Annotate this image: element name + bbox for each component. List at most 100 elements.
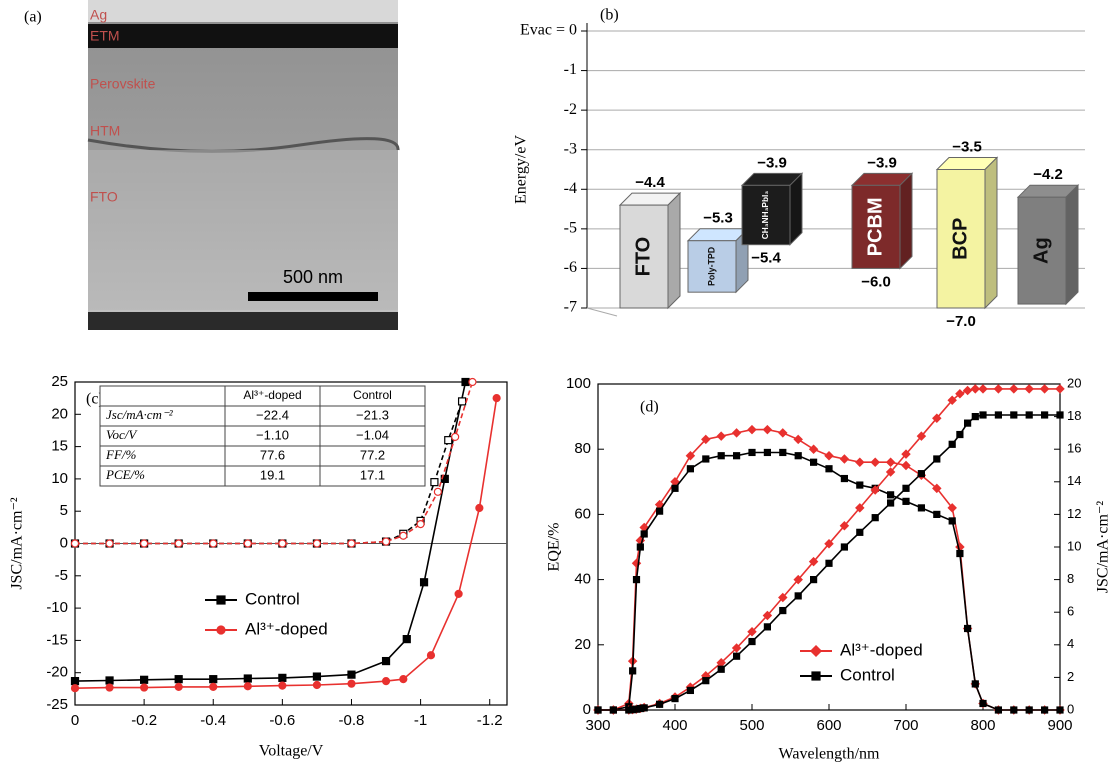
box-face — [790, 173, 802, 244]
box-label: Ag — [1030, 237, 1052, 264]
marker — [279, 682, 286, 689]
marker — [841, 455, 849, 463]
marker — [703, 678, 709, 684]
y-axis-label: Energy/eV — [513, 135, 530, 204]
marker — [764, 449, 770, 455]
marker — [1057, 707, 1063, 713]
y-tick-label: 25 — [51, 373, 68, 390]
marker — [795, 453, 801, 459]
y2-tick-label: 10 — [1067, 538, 1081, 553]
marker — [175, 683, 182, 690]
box-label: FTO — [632, 237, 654, 277]
box-face — [668, 193, 680, 308]
value-label: −3.5 — [952, 138, 982, 155]
layer-label: HTM — [90, 123, 120, 139]
y-tick-label: 20 — [51, 405, 68, 422]
marker — [995, 707, 1001, 713]
marker — [417, 521, 424, 528]
marker — [918, 505, 924, 511]
x-axis-label: Voltage/V — [259, 743, 324, 760]
box-face — [985, 158, 997, 309]
sem-layer — [88, 24, 398, 48]
marker — [72, 540, 79, 547]
table-header: Control — [353, 388, 392, 402]
marker — [641, 705, 647, 711]
marker — [72, 678, 79, 685]
y-tick-label: 10 — [51, 470, 68, 487]
y-tick-label: -7 — [564, 299, 577, 316]
value-label: −3.9 — [867, 154, 897, 171]
value-label: −4.2 — [1033, 166, 1063, 183]
table-cell: 17.1 — [360, 467, 385, 482]
marker — [703, 456, 709, 462]
value-label: −7.0 — [946, 313, 976, 330]
marker — [734, 453, 740, 459]
y-tick-label: -1 — [564, 61, 577, 78]
marker — [903, 485, 909, 491]
marker — [811, 577, 817, 583]
marker — [313, 681, 320, 688]
x-tick-label: -0.8 — [339, 712, 365, 729]
x-axis-label: Wavelength/nm — [779, 746, 880, 763]
x-tick-label: -0.4 — [200, 712, 226, 729]
marker — [717, 432, 725, 440]
y2-tick-label: 20 — [1067, 375, 1081, 390]
marker — [175, 676, 182, 683]
marker — [965, 626, 971, 632]
marker — [383, 658, 390, 665]
layer-label: FTO — [90, 189, 118, 205]
table-header: Al³⁺-doped — [243, 388, 301, 402]
box-label: PCBM — [864, 197, 886, 256]
marker — [595, 707, 601, 713]
marker — [431, 479, 438, 486]
y-tick-label: -5 — [564, 220, 577, 237]
series-line — [598, 389, 1060, 710]
marker — [106, 540, 113, 547]
y-tick-label: -5 — [55, 567, 68, 584]
marker — [403, 636, 410, 643]
marker — [995, 412, 1001, 418]
marker — [672, 485, 678, 491]
marker — [841, 544, 847, 550]
marker — [610, 707, 616, 713]
x-tick-label: -1 — [414, 712, 427, 729]
marker — [965, 420, 971, 426]
y-tick-label: 60 — [574, 505, 591, 522]
y2-tick-label: 12 — [1067, 506, 1081, 521]
marker — [657, 701, 663, 707]
marker — [421, 579, 428, 586]
y-tick-label: -20 — [46, 664, 68, 681]
marker — [749, 639, 755, 645]
marker — [1011, 707, 1017, 713]
y-tick-label: 5 — [60, 502, 68, 519]
scale-bar-label: 500 nm — [283, 267, 343, 287]
marker — [217, 596, 225, 604]
marker — [279, 674, 286, 681]
marker — [980, 412, 986, 418]
value-label: −3.9 — [757, 154, 787, 171]
marker — [1011, 412, 1017, 418]
sem-layer — [88, 150, 398, 310]
x-tick-label: -1.2 — [477, 712, 503, 729]
marker — [749, 449, 755, 455]
box-label: BCP — [949, 218, 971, 260]
layer-label: ETM — [90, 28, 120, 44]
marker — [733, 429, 741, 437]
x-tick-label: -0.2 — [131, 712, 157, 729]
marker — [279, 540, 286, 547]
marker — [313, 673, 320, 680]
marker — [718, 666, 724, 672]
marker — [1042, 412, 1048, 418]
marker — [934, 511, 940, 517]
marker — [918, 471, 924, 477]
table-cell: −1.04 — [356, 427, 389, 442]
y-axis-label: EQE/% — [546, 523, 563, 572]
marker — [957, 551, 963, 557]
marker — [459, 398, 466, 405]
marker — [995, 385, 1003, 393]
marker — [210, 683, 217, 690]
marker — [972, 414, 978, 420]
sem-layer — [88, 0, 398, 22]
marker — [810, 445, 818, 453]
box-face — [1066, 185, 1078, 304]
